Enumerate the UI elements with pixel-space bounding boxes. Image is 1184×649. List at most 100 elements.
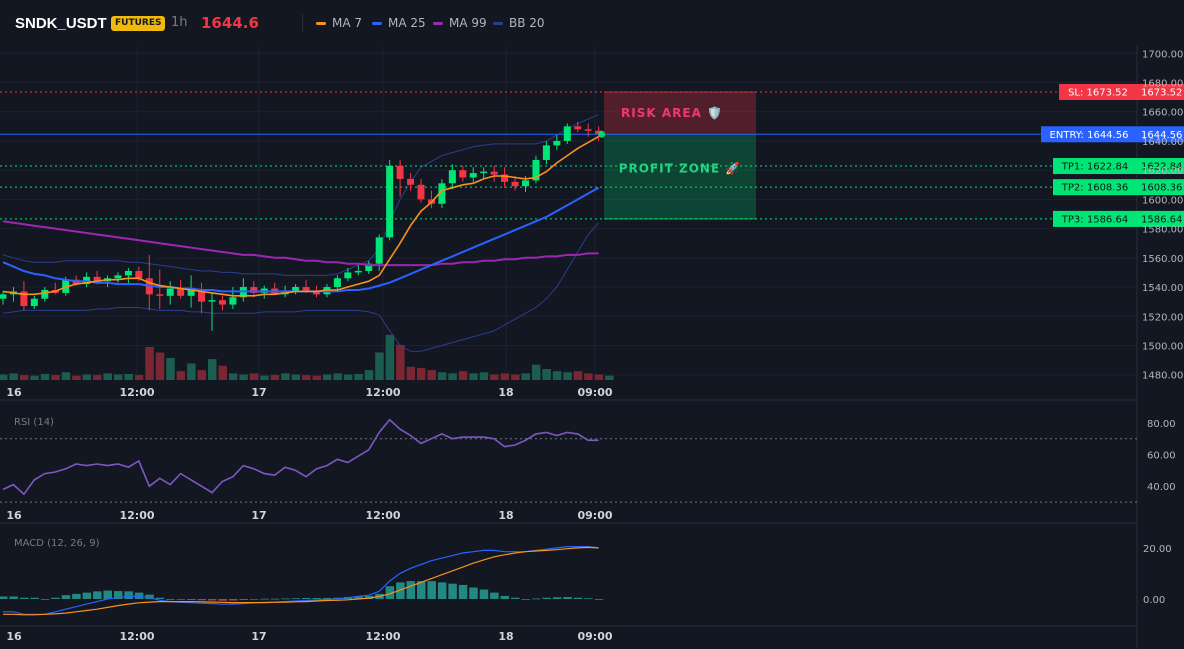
level-axis-label: 1622.84 (1141, 162, 1182, 173)
macd-histogram-bar (542, 597, 551, 599)
time-label-rsi: 18 (498, 509, 513, 522)
legend-swatch (316, 21, 326, 25)
candle-body (229, 297, 237, 305)
symbol-name[interactable]: SNDK_USDT (15, 15, 107, 32)
level-axis-label: 1608.36 (1141, 183, 1182, 194)
macd-histogram-bar (82, 592, 92, 599)
macd-histogram-bar (594, 599, 604, 600)
ma99-line (2, 220, 599, 267)
macd-histogram-bar (312, 597, 321, 599)
rsi-tick-label: 60.00 (1147, 451, 1176, 462)
volume-bar (322, 374, 332, 380)
volume-bar (218, 365, 227, 380)
macd-signal-line (3, 546, 599, 616)
macd-histogram-bar (437, 582, 447, 599)
level-tag-label: TP1: 1622.84 (1061, 162, 1128, 173)
legend-ma7[interactable]: MA 7 (316, 16, 362, 30)
candle-body (563, 126, 571, 141)
macd-histogram-bar (40, 599, 50, 600)
macd-tick-label: 20.00 (1143, 544, 1172, 555)
macd-histogram-bar (145, 594, 154, 599)
macd-histogram-bar (228, 599, 238, 601)
macd-histogram-bar (417, 581, 426, 599)
volume-bar (0, 374, 8, 380)
macd-histogram-bar (51, 597, 60, 599)
macd-histogram-bar (427, 581, 436, 599)
time-label-macd: 12:00 (365, 630, 400, 643)
volume-bar (511, 374, 520, 380)
candle-body (344, 272, 352, 279)
level-tag-bg (1053, 158, 1137, 175)
volume-bar (208, 359, 217, 380)
profit-zone (604, 134, 756, 219)
macd-histogram-bar (197, 599, 207, 601)
volume-bar (51, 375, 60, 380)
volume-bar (584, 373, 593, 380)
macd-histogram-bar (218, 599, 227, 601)
candle-body (302, 287, 310, 292)
volume-bar (249, 373, 259, 380)
macd-line (3, 546, 599, 615)
volume-bar (9, 373, 18, 380)
time-label-rsi: 12:00 (119, 509, 154, 522)
time-label-main: 12:00 (119, 386, 154, 399)
volume-bar (166, 358, 175, 380)
volume-bar (239, 374, 248, 380)
volume-bar (260, 375, 269, 380)
volume-bar (354, 373, 363, 380)
volume-bar (302, 375, 311, 380)
level-axis-label: 1644.56 (1141, 130, 1182, 141)
volume-bar (531, 364, 541, 380)
price-tick-label: 1640.00 (1142, 137, 1183, 148)
candle-body (375, 237, 383, 264)
volume-bar (375, 352, 384, 380)
legend-label: MA 25 (388, 16, 426, 30)
legend-ma99[interactable]: MA 99 (433, 16, 487, 30)
price-tick-label: 1540.00 (1142, 283, 1183, 294)
macd-histogram-bar (500, 595, 510, 599)
candle-body (250, 287, 258, 293)
price-tick-label: 1600.00 (1142, 195, 1183, 206)
volume-bar (594, 374, 604, 380)
candle-body (30, 298, 38, 307)
price-tick-label: 1500.00 (1142, 341, 1183, 352)
volume-bar (228, 373, 238, 380)
time-label-rsi: 09:00 (577, 509, 612, 522)
price-tick-label: 1520.00 (1142, 312, 1183, 323)
macd-histogram-bar (281, 598, 290, 600)
profit-zone-label: PROFIT ZONE 🚀 (619, 162, 742, 176)
price-tick-label: 1680.00 (1142, 79, 1183, 90)
legend-ma25[interactable]: MA 25 (372, 16, 426, 30)
last-price: 1644.6 (201, 14, 259, 32)
volume-bar (542, 369, 551, 380)
macd-histogram-bar (19, 597, 29, 599)
time-label-rsi: 17 (251, 509, 266, 522)
interval-selector[interactable]: 1h (171, 15, 188, 30)
candle-body (124, 270, 132, 276)
macd-histogram-bar (239, 599, 248, 601)
candle-body (396, 165, 404, 179)
candle-body (333, 278, 341, 288)
macd-histogram-bar (103, 590, 112, 599)
candle-body (156, 294, 164, 296)
header-divider (302, 14, 303, 32)
volume-bar (364, 370, 374, 380)
volume-bar (490, 374, 499, 380)
candle-body (553, 140, 561, 146)
level-axis-tag-bg (1137, 158, 1184, 175)
legend-bb20[interactable]: BB 20 (493, 16, 545, 30)
candle-body (595, 130, 603, 134)
candle-body (574, 126, 582, 130)
macd-histogram-bar (9, 596, 18, 599)
volume-bar (176, 371, 186, 380)
volume-bar (103, 373, 112, 380)
risk-zone (604, 91, 756, 135)
level-axis-label: 1586.64 (1141, 214, 1182, 225)
macd-histogram-bar (563, 596, 572, 599)
candle-body (0, 294, 7, 299)
candle-body (386, 165, 394, 238)
level-axis-tag-bg (1137, 179, 1184, 196)
volume-bar (197, 370, 207, 380)
candle-body (522, 180, 529, 187)
